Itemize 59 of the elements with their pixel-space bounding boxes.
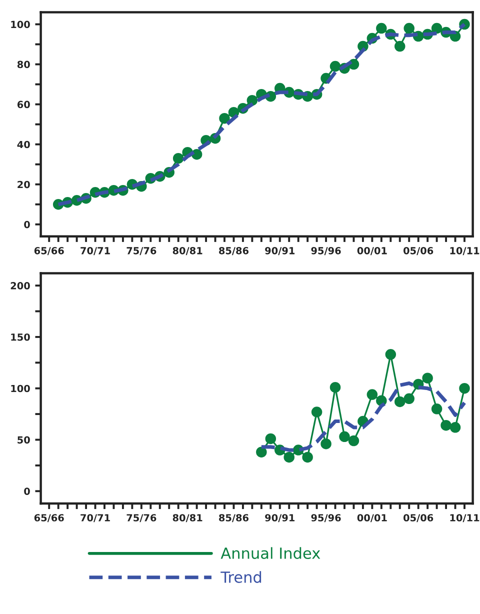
point [219,112,230,124]
x-tick-label: 90/91 [265,514,295,522]
y-tick-label: 40 [17,140,30,148]
text: Trend [220,571,262,583]
y-tick-label: 80 [17,60,30,68]
x-tick-label: 10/11 [450,246,480,256]
point [311,406,322,418]
x-tick-label: 95/96 [311,514,341,522]
y-tick-label: 200 [10,282,30,290]
point [404,393,414,404]
point [265,433,276,444]
x-tick-label: 80/81 [172,246,202,256]
point [450,422,461,433]
x-tick-label: 70/71 [80,246,110,256]
point [376,22,387,34]
x-tick-label: 65/66 [34,246,64,256]
point [172,152,184,164]
x-tick-label: 75/76 [126,246,156,256]
point [394,40,406,52]
text: Annual Index [220,547,320,559]
point [320,438,332,450]
x-tick-label: 75/76 [126,514,156,522]
x-tick-label: 65/66 [34,514,64,522]
point [431,22,442,34]
x-tick-label: 95/96 [311,246,341,256]
x-tick-label: 85/86 [219,246,249,256]
x-tick-label: 00/01 [357,514,387,522]
y-tick-label: 100 [11,384,30,392]
point [385,349,396,360]
y-tick-label: 100 [11,20,30,28]
point [256,446,267,458]
point [330,382,341,393]
x-tick-label: 80/81 [172,514,202,522]
x-tick-label: 00/01 [357,246,387,256]
x-tick-label: 70/71 [80,514,110,522]
y-tick-label: 50 [18,436,30,444]
point [284,452,294,463]
point [366,389,378,400]
x-tick-label: 05/06 [404,246,434,256]
y-tick-label: 20 [18,180,30,188]
x-tick-label: 10/11 [450,514,480,522]
y-tick-label: 0 [24,220,30,228]
point [422,372,433,384]
y-tick-label: 0 [24,488,30,495]
point [394,396,406,408]
x-tick-label: 90/91 [265,246,295,256]
y-tick-label: 60 [17,100,30,108]
point [348,435,360,446]
point [459,382,470,394]
point [191,148,202,160]
x-tick-label: 05/06 [404,514,434,522]
point [339,431,350,442]
point [302,452,313,463]
point [440,420,452,431]
point [404,22,414,34]
y-tick-label: 150 [11,333,30,341]
point [431,404,442,414]
point [330,60,341,72]
x-tick-label: 85/86 [219,514,249,522]
